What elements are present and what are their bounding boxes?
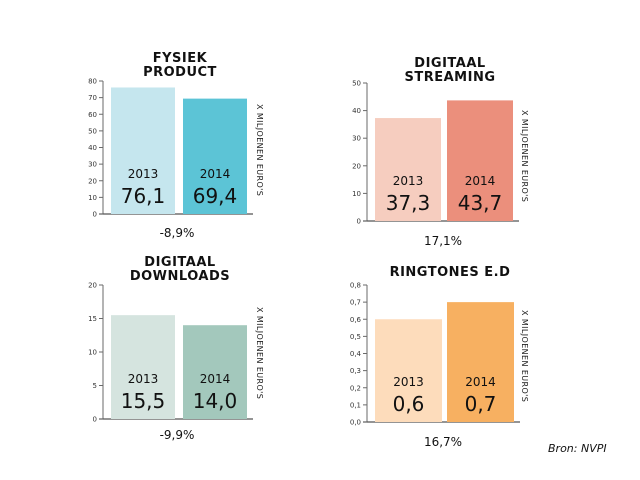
y-tick-label: 0,1 <box>350 401 361 409</box>
y-tick-label: 15 <box>88 315 97 323</box>
bar-year-label: 2013 <box>128 167 159 181</box>
y-tick-label: 10 <box>352 190 361 198</box>
bar-value-label: 14,0 <box>193 389 238 413</box>
change-label: -9,9% <box>159 428 195 442</box>
chart-panel-fysiek-product: FYSIEK PRODUCT 0 10 20 30 40 50 60 70 80 2013 76,1… <box>0 0 320 245</box>
y-tick-label: 0,3 <box>350 367 361 375</box>
y-tick-label: 0 <box>357 218 361 226</box>
source-note: Bron: NVPI <box>548 442 607 455</box>
y-tick-label: 20 <box>352 162 361 170</box>
bar-2014 <box>183 98 247 214</box>
chart-title: RINGTONES E.D <box>389 265 511 280</box>
bar-year-label: 2014 <box>200 372 231 386</box>
y-tick-label: 50 <box>88 127 97 135</box>
chart-panel-digitaal-downloads: DIGITAAL DOWNLOADS 0 5 10 15 20 2013 15,5 2014 1… <box>0 0 320 450</box>
bar-value-label: 0,6 <box>393 392 425 416</box>
change-label: -8,9% <box>159 226 195 240</box>
y-tick-label: 20 <box>88 177 97 185</box>
bar-2013 <box>375 118 441 221</box>
y-tick-label: 0,8 <box>350 282 361 290</box>
change-label: 16,7% <box>423 435 463 449</box>
bar-2013 <box>111 87 175 214</box>
bar-year-label: 2014 <box>200 167 231 181</box>
y-tick-label: 0,5 <box>350 333 361 341</box>
bar-plot: 0 10 20 30 40 50 2013 37,3 2014 43,7 <box>352 80 519 226</box>
bar-year-label: 2014 <box>465 375 496 389</box>
bar-2014 <box>447 100 513 221</box>
bar-year-label: 2013 <box>393 174 424 188</box>
unit-label: X MILJOENEN EURO'S <box>520 310 529 403</box>
bar-year-label: 2013 <box>393 375 424 389</box>
bar-plot: 0 10 20 30 40 50 60 70 80 2013 76,1 2014 69,4 <box>88 78 253 219</box>
chart-title: DIGITAAL STREAMING <box>404 56 496 85</box>
y-tick-label: 40 <box>352 107 361 115</box>
y-tick-label: 10 <box>88 194 97 202</box>
y-tick-label: 20 <box>88 282 97 290</box>
bar-value-label: 76,1 <box>121 184 166 208</box>
y-tick-label: 0,2 <box>350 384 361 392</box>
change-label: 17,1% <box>423 234 463 248</box>
y-tick-label: 0,7 <box>350 299 361 307</box>
y-tick-label: 60 <box>88 111 97 119</box>
chart-title: FYSIEK PRODUCT <box>143 51 217 80</box>
y-tick-label: 30 <box>88 161 97 169</box>
bar-value-label: 69,4 <box>193 184 238 208</box>
y-tick-label: 0,6 <box>350 316 362 324</box>
bar-2013 <box>111 315 175 419</box>
chart-panel-ringtones: RINGTONES E.D 0,0 0,1 0,2 0,3 0,4 0,5 0,6 0,7 0,… <box>350 265 529 450</box>
y-tick-label: 0 <box>93 211 97 219</box>
y-tick-label: 80 <box>88 78 97 86</box>
y-tick-label: 50 <box>352 80 361 88</box>
y-tick-label: 40 <box>88 144 97 152</box>
chart-panel-digitaal-streaming: DIGITAAL STREAMING 0 10 20 30 40 50 2013 37,3 20… <box>352 56 529 249</box>
bar-value-label: 0,7 <box>465 392 497 416</box>
y-tick-label: 5 <box>93 382 97 390</box>
y-tick-label: 10 <box>88 349 97 357</box>
bar-year-label: 2014 <box>465 174 496 188</box>
y-tick-label: 30 <box>352 135 361 143</box>
bar-value-label: 43,7 <box>458 191 503 215</box>
y-tick-label: 0 <box>93 416 97 424</box>
bar-year-label: 2013 <box>128 372 159 386</box>
y-tick-label: 0,4 <box>350 350 362 358</box>
y-tick-label: 70 <box>88 94 97 102</box>
bar-plot: 0,0 0,1 0,2 0,3 0,4 0,5 0,6 0,7 0,8 2013 0,6 2014 0,… <box>350 282 520 427</box>
bar-value-label: 37,3 <box>386 191 431 215</box>
bar-2014 <box>183 325 247 419</box>
bar-plot: 0 5 10 15 20 2013 15,5 2014 14,0 <box>88 282 253 424</box>
bar-value-label: 15,5 <box>121 389 166 413</box>
chart-title: DIGITAAL DOWNLOADS <box>129 255 231 284</box>
bar-2014 <box>447 302 514 422</box>
y-tick-label: 0,0 <box>350 419 361 427</box>
bar-2013 <box>375 319 442 422</box>
